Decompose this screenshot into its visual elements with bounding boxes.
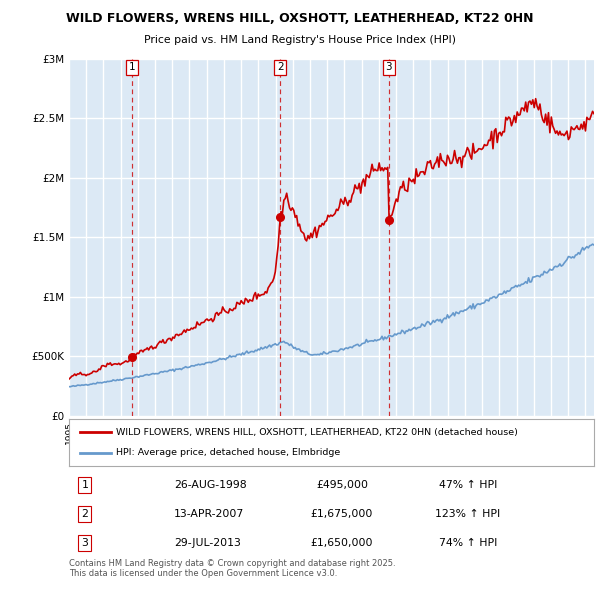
Text: 13-APR-2007: 13-APR-2007 (174, 509, 244, 519)
Text: 2: 2 (82, 509, 88, 519)
Text: 47% ↑ HPI: 47% ↑ HPI (439, 480, 497, 490)
Text: Price paid vs. HM Land Registry's House Price Index (HPI): Price paid vs. HM Land Registry's House … (144, 35, 456, 45)
Text: 3: 3 (385, 63, 392, 73)
Text: Contains HM Land Registry data © Crown copyright and database right 2025.
This d: Contains HM Land Registry data © Crown c… (69, 559, 395, 578)
Text: WILD FLOWERS, WRENS HILL, OXSHOTT, LEATHERHEAD, KT22 0HN: WILD FLOWERS, WRENS HILL, OXSHOTT, LEATH… (66, 12, 534, 25)
Text: £1,675,000: £1,675,000 (311, 509, 373, 519)
Text: WILD FLOWERS, WRENS HILL, OXSHOTT, LEATHERHEAD, KT22 0HN (detached house): WILD FLOWERS, WRENS HILL, OXSHOTT, LEATH… (116, 428, 518, 437)
Text: HPI: Average price, detached house, Elmbridge: HPI: Average price, detached house, Elmb… (116, 448, 341, 457)
Text: 1: 1 (128, 63, 135, 73)
Text: 3: 3 (82, 537, 88, 548)
Text: £1,650,000: £1,650,000 (311, 537, 373, 548)
Text: 1: 1 (82, 480, 88, 490)
Text: £495,000: £495,000 (316, 480, 368, 490)
Text: 29-JUL-2013: 29-JUL-2013 (174, 537, 241, 548)
Text: 2: 2 (277, 63, 284, 73)
Text: 26-AUG-1998: 26-AUG-1998 (174, 480, 247, 490)
Text: 74% ↑ HPI: 74% ↑ HPI (439, 537, 497, 548)
Text: 123% ↑ HPI: 123% ↑ HPI (436, 509, 500, 519)
